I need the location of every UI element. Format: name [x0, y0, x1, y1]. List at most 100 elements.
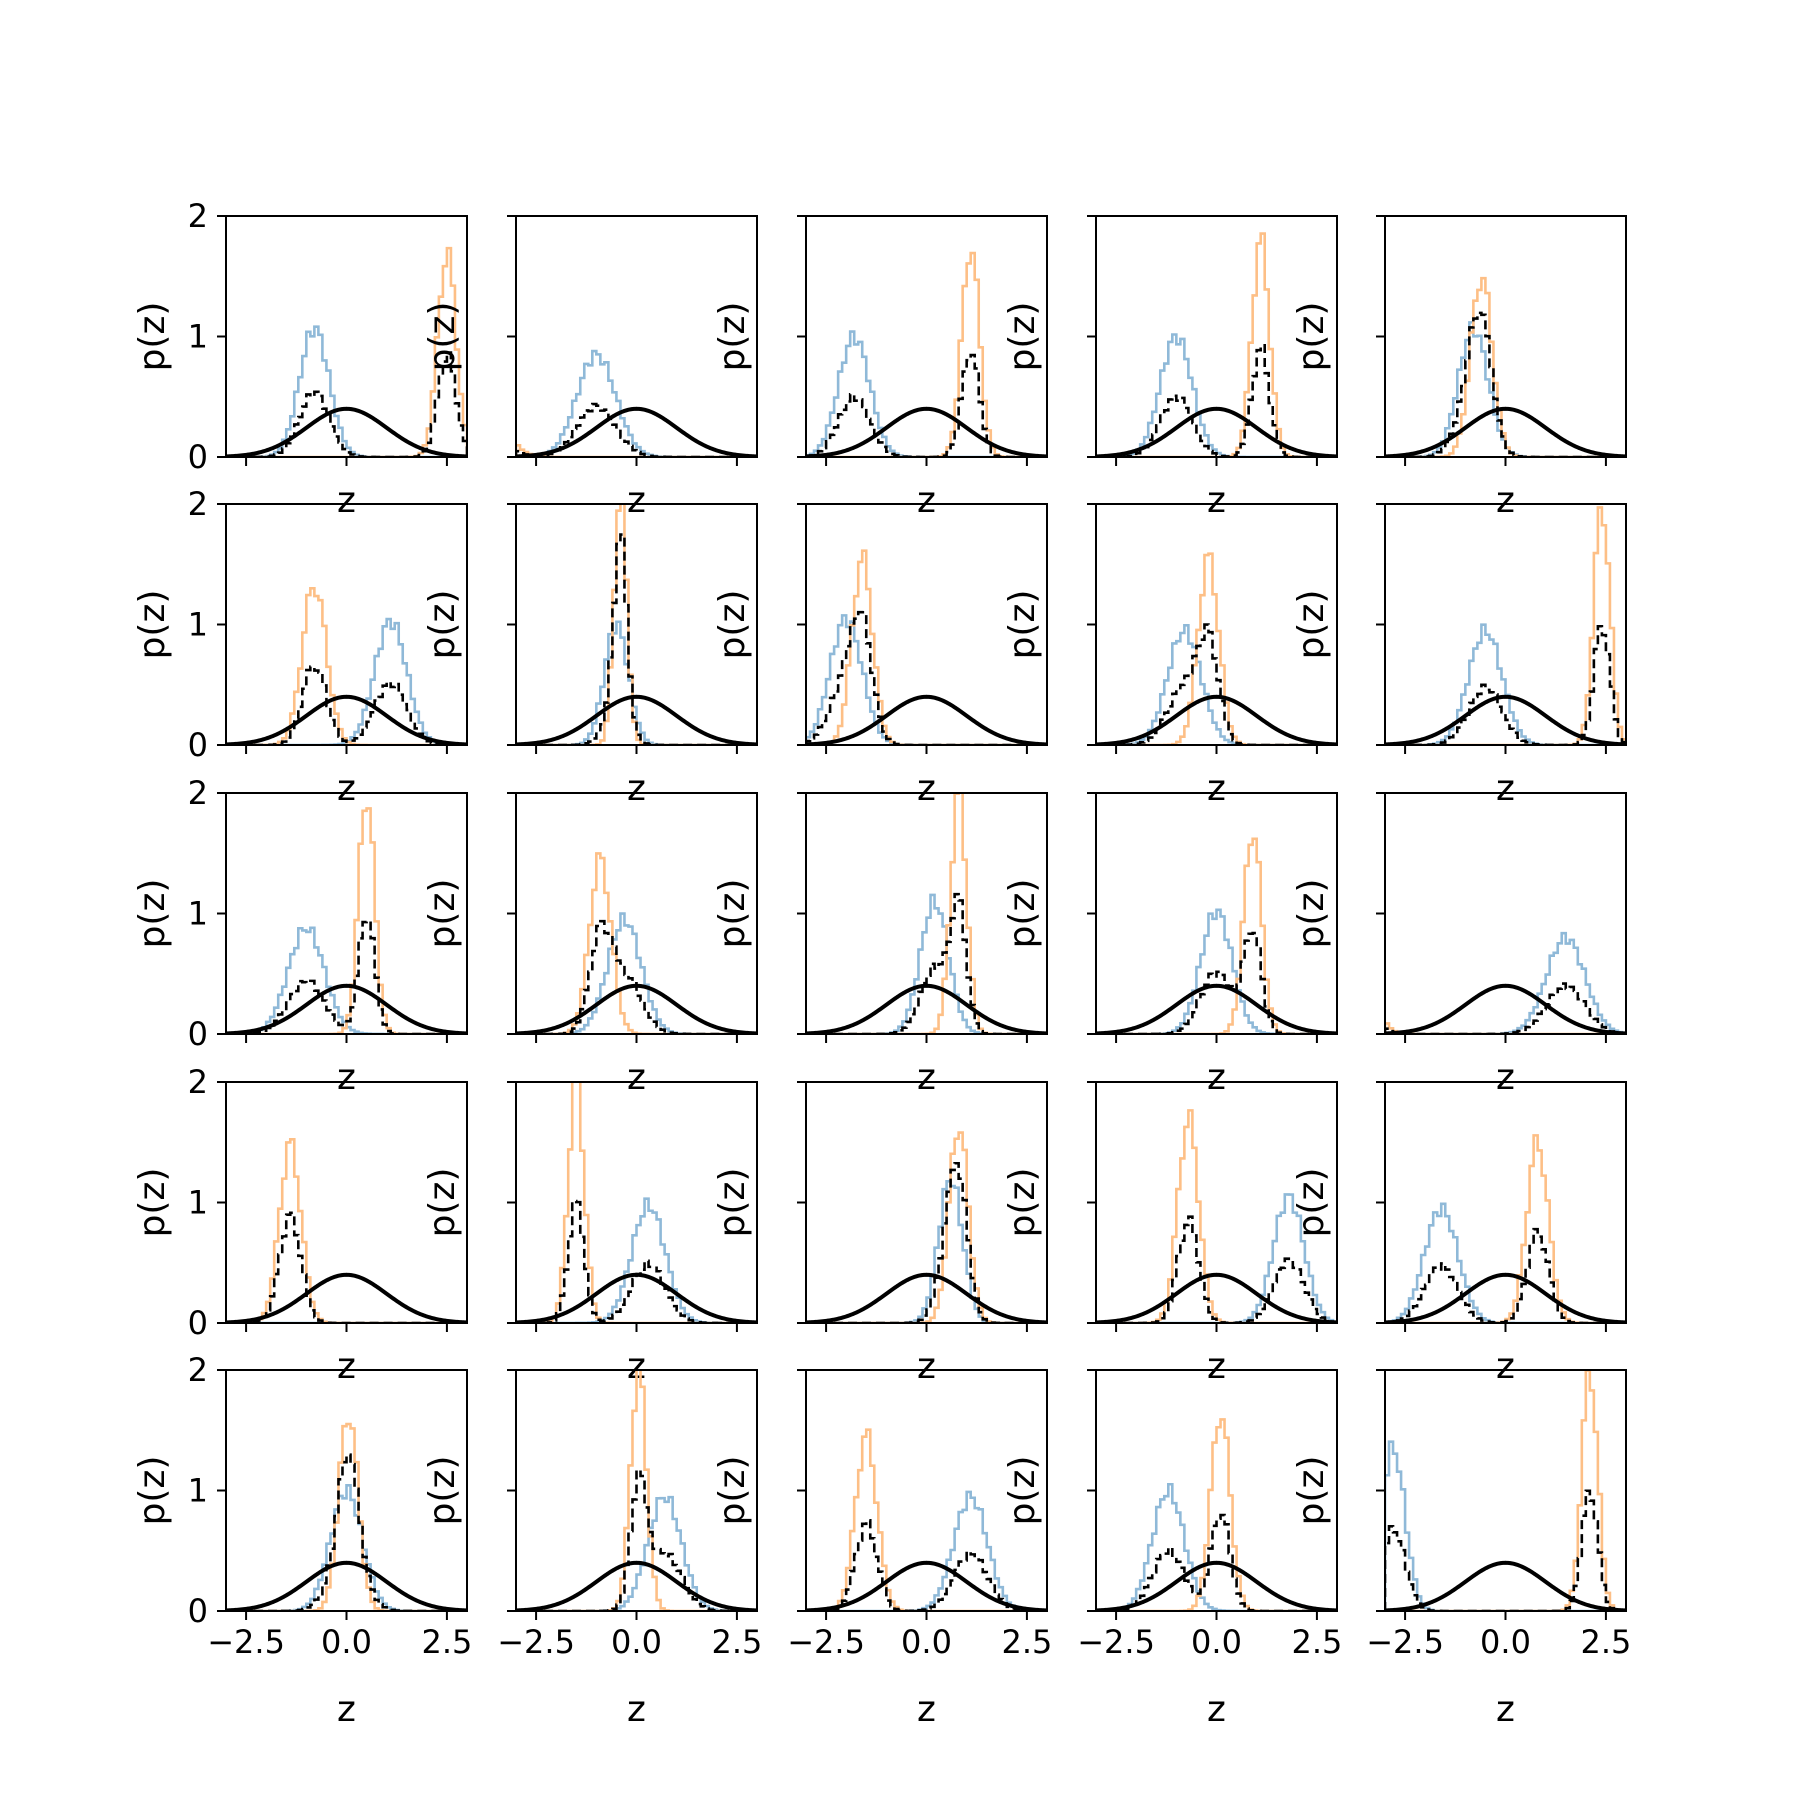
y-axis-label: p(z) [422, 1456, 463, 1526]
standard-normal-curve [1385, 983, 1626, 1034]
x-axis-label: z [337, 1689, 356, 1730]
y-axis-label: p(z) [1291, 1168, 1332, 1238]
x-tick-label: 0.0 [1191, 1623, 1242, 1661]
component-b-histogram [1096, 1418, 1337, 1611]
panel-r2-c1: z 0 1 2 p(z) [132, 485, 468, 809]
standard-normal-curve [1096, 1560, 1337, 1611]
component-a-histogram [1385, 1440, 1626, 1611]
plot-area [806, 1428, 1047, 1611]
panel-r5-c2: −2.5 0.0 2.5 z p(z) [422, 1369, 762, 1730]
panel-r2-c2: z p(z) [422, 503, 758, 809]
x-tick-label: 2.5 [711, 1623, 762, 1661]
x-axis-label: z [627, 1689, 646, 1730]
y-tick-label: 2 [188, 197, 208, 235]
y-tick-label: 0 [188, 1015, 208, 1053]
x-tick-label: 2.5 [1001, 1623, 1052, 1661]
x-axis-label: z [1496, 1689, 1515, 1730]
panel-r4-c5: z p(z) [1291, 1081, 1627, 1387]
x-axis-label: z [917, 1346, 936, 1387]
x-axis-label: z [627, 1057, 646, 1098]
standard-normal-curve [806, 1560, 1047, 1611]
component-b-histogram [226, 246, 467, 457]
x-tick-label: −2.5 [787, 1623, 865, 1661]
y-axis-label: p(z) [1291, 1456, 1332, 1526]
component-b-histogram [226, 807, 467, 1034]
x-tick-label: 0.0 [1480, 1623, 1531, 1661]
panel-r4-c1: z 0 1 2 p(z) [132, 1063, 468, 1387]
plot-area [806, 549, 1047, 745]
mixture-histogram [1096, 1513, 1337, 1611]
y-axis-label: p(z) [1002, 590, 1043, 660]
x-axis-label: z [1207, 1346, 1226, 1387]
panel-r2-c4: z p(z) [1002, 503, 1338, 809]
x-axis-label: z [337, 480, 356, 521]
component-b-histogram [226, 1422, 467, 1611]
mixture-histogram [516, 1468, 757, 1611]
x-tick-label: 0.0 [901, 1623, 952, 1661]
panel-r5-c3: −2.5 0.0 2.5 z p(z) [712, 1369, 1052, 1730]
y-axis-label: p(z) [1002, 879, 1043, 949]
standard-normal-curve [226, 983, 467, 1034]
standard-normal-curve [516, 983, 757, 1034]
y-axis-label: p(z) [1002, 302, 1043, 372]
standard-normal-curve [1385, 1272, 1626, 1323]
axes-frame [1384, 503, 1627, 746]
standard-normal-curve [1385, 1560, 1626, 1611]
y-axis-label: p(z) [132, 590, 173, 660]
y-tick-label: 0 [188, 1304, 208, 1342]
x-tick-label: 0.0 [321, 1623, 372, 1661]
standard-normal-curve [516, 406, 757, 457]
component-a-histogram [1385, 931, 1626, 1034]
y-tick-label: 2 [188, 1063, 208, 1101]
component-b-histogram [1385, 276, 1626, 457]
plot-area [1385, 506, 1626, 745]
standard-normal-curve [806, 983, 1047, 1034]
y-tick-label: 1 [188, 1184, 208, 1222]
panel-r3-c4: z p(z) [1002, 792, 1338, 1098]
panel-r4-c4: z p(z) [1002, 1081, 1338, 1387]
x-axis-label: z [1207, 768, 1226, 809]
y-axis-label: p(z) [712, 879, 753, 949]
x-tick-label: 2.5 [421, 1623, 472, 1661]
component-b-histogram [1385, 1370, 1626, 1611]
y-axis-label: p(z) [422, 302, 463, 372]
y-tick-label: 1 [188, 606, 208, 644]
plot-area [516, 1370, 757, 1611]
y-axis-label: p(z) [712, 1456, 753, 1526]
y-axis-label: p(z) [132, 879, 173, 949]
x-tick-label: −2.5 [207, 1623, 285, 1661]
panel-r5-c1: −2.5 0.0 2.5 z 0 1 2 p(z) [132, 1351, 472, 1730]
y-tick-label: 2 [188, 774, 208, 812]
x-axis-label: z [337, 1346, 356, 1387]
component-b-histogram [1385, 506, 1626, 745]
axes-frame [1384, 215, 1627, 458]
x-axis-label: z [627, 480, 646, 521]
mixture-histogram [1096, 343, 1337, 457]
y-axis-label: p(z) [1291, 590, 1332, 660]
panel-r4-c2: zp(z) [422, 1081, 758, 1387]
plot-area [226, 1138, 467, 1323]
standard-normal-curve [1096, 406, 1337, 457]
x-tick-label: 2.5 [1580, 1623, 1631, 1661]
y-axis-label: p(z) [132, 1168, 173, 1238]
panel-r4-c3: z p(z) [712, 1081, 1048, 1387]
panel-r3-c5: z p(z) [1291, 792, 1627, 1098]
x-tick-label: 0.0 [611, 1623, 662, 1661]
y-tick-label: 0 [188, 1592, 208, 1630]
mixture-histogram [226, 665, 467, 745]
x-axis-label: z [1496, 768, 1515, 809]
x-axis-label: z [1207, 1689, 1226, 1730]
component-b-histogram [1096, 552, 1337, 745]
x-axis-label: z [1496, 1057, 1515, 1098]
panel-r3-c3: z p(z) [712, 792, 1048, 1098]
panel-r3-c2: z p(z) [422, 792, 758, 1098]
y-axis-label: p(z) [422, 879, 463, 949]
standard-normal-curve [516, 1272, 757, 1323]
y-axis-label: p(z) [712, 590, 753, 660]
mixture-histogram [226, 351, 467, 457]
y-axis-label: p(z) [422, 1168, 463, 1238]
x-axis-label: z [917, 480, 936, 521]
x-axis-label: z [1207, 1057, 1226, 1098]
y-tick-label: 2 [188, 485, 208, 523]
